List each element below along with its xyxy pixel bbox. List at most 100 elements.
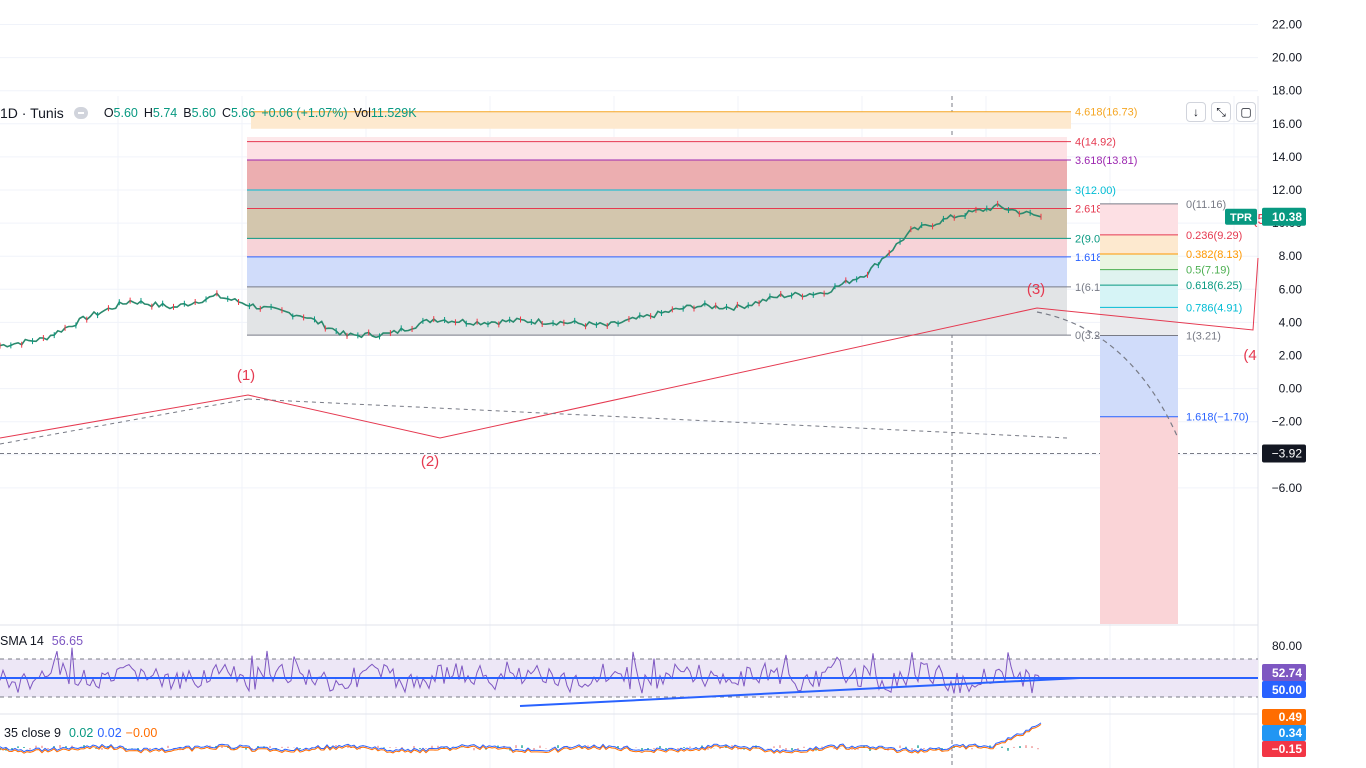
price-tick: 18.00 [1272,84,1302,98]
fib-ret-label: 0.786(4.91) [1186,302,1242,314]
rsi-legend-value: 56.65 [51,634,84,648]
macd-pane [0,722,1042,754]
high-value: H5.74 [143,106,178,120]
rsi-pane [0,647,1258,707]
fib-ret-zone [1100,269,1178,286]
fib-ret-label: 0.382(8.13) [1186,249,1242,261]
price-tick: 14.00 [1272,150,1302,164]
fib-ret-zone [1100,335,1178,417]
wave-line [0,257,1259,439]
last-price-tag [1262,207,1306,226]
fib-ext-label: 3(12.00) [1075,185,1116,197]
price-tick: 12.00 [1272,183,1302,197]
dashed-projection [1036,311,1179,439]
last-price-tag-text: 10.38 [1272,210,1302,224]
macd-signal-line [0,723,1042,754]
fib-ret-zone-bottom [1100,416,1178,624]
macd-tag [1262,741,1306,757]
price-series [0,200,1042,349]
price-tick: −6.00 [1272,481,1303,495]
macd-legend: 35 close 9 0.02 0.02 −0.00 [4,726,157,740]
fib-ext-zone [247,190,1067,209]
collapse-icon[interactable]: ⤡ [1211,102,1231,122]
fib-ext-zone [247,256,1067,287]
rsi-value-tag-text: 52.74 [1272,666,1302,680]
price-tick: 4.00 [1279,315,1303,329]
macd-value-3: −0.00 [125,726,158,740]
macd-tag-text: 0.34 [1279,726,1303,740]
ohlc-values: O5.60 H5.74 B5.60 C5.66 +0.06 (+1.07%) V… [104,106,417,120]
price-tick: 16.00 [1272,117,1302,131]
fib-ret-zone [1100,234,1178,255]
dashed-trend [0,398,249,445]
fib-ext-label: 4(14.92) [1075,137,1116,149]
arrow-down-icon[interactable]: ↓ [1186,102,1206,122]
macd-line [0,722,1042,753]
fullscreen-icon[interactable]: ▢ [1236,102,1256,122]
crosshair-price-tag [1262,444,1306,463]
fib-ext-label: 3.618(13.81) [1075,155,1137,167]
price-axis[interactable]: 22.0020.0018.0016.0014.0012.0010.008.006… [1225,18,1306,758]
macd-tag-text: −0.15 [1272,742,1303,756]
wave-label: (4 [1243,347,1256,364]
fib-ret-label: 0.236(9.29) [1186,230,1242,242]
fib-ext-zone-top [251,111,1071,129]
volume-value: Vol11.529K [353,106,417,120]
rsi-trendline [519,677,1081,707]
fib-ret-zone [1100,203,1178,235]
fib-ext-zone [247,160,1067,190]
fib-ret-label: 0(11.16) [1186,199,1226,211]
fib-ext-zone [247,141,1067,161]
fib-ret-label: 0.5(7.19) [1186,265,1230,277]
fib-ext-zone [247,137,1067,142]
wave-label: (3) [1027,281,1045,298]
fib-ret-zone [1100,254,1178,270]
price-tick: 22.00 [1272,18,1302,32]
fib-extension-zones: 4.618(16.73) 4(14.92) 3.618(13.81) 3(12.00)… [247,107,1137,342]
fib-ext-zone [247,286,1067,336]
low-value: B5.60 [183,106,216,120]
macd-tag-text: 0.49 [1279,710,1303,724]
rsi-level-tag [1262,681,1306,698]
rsi-line [0,647,1042,694]
fib-ext-zone [247,208,1067,239]
rsi-legend-name: SMA 14 [0,634,44,648]
fib-ret-label: 1.618(−1.70) [1186,412,1249,424]
symbol-legend: 1D · Tunis O5.60 H5.74 B5.60 C5.66 +0.06… [0,103,417,123]
fib-retracement-zones: 0(11.16) 0.236(9.29) 0.382(8.13) 0.5(7.19) 0… [1100,199,1249,624]
tpr-tag-text: TPR [1230,212,1252,224]
open-value: O5.60 [103,106,138,120]
price-tick: 8.00 [1279,249,1303,263]
trend-drawings [0,257,1259,445]
price-tick: 6.00 [1279,282,1303,296]
rsi-level-tag-text: 50.00 [1272,683,1302,697]
price-tick: 0.00 [1279,382,1303,396]
wave-label: (1) [237,367,255,384]
price-tick: 20.00 [1272,51,1302,65]
wave-label: (2) [421,453,439,470]
symbol-title[interactable]: 1D · Tunis [0,105,64,121]
rsi-tick: 80.00 [1272,639,1302,653]
fib-ret-label: 1(3.21) [1186,330,1221,342]
fib-ext-label: 4.618(16.73) [1075,107,1137,119]
chart-grid [0,24,1259,768]
eye-icon[interactable] [73,107,88,119]
rsi-legend: SMA 14 56.65 [0,634,83,648]
price-tick: 2.00 [1279,349,1303,363]
macd-tag [1262,725,1306,741]
crosshair-price-tag-text: −3.92 [1272,446,1303,460]
macd-legend-name: 35 close 9 [4,726,61,740]
fib-ret-zone [1100,285,1178,308]
tpr-tag [1225,208,1257,225]
macd-value-1: 0.02 [68,726,94,740]
fib-ret-label: 0.618(6.25) [1186,280,1242,292]
fib-ext-zone [247,238,1067,257]
macd-tag [1262,709,1306,725]
macd-value-2: 0.02 [97,726,122,740]
close-value: C5.66 [221,106,256,120]
change-value: +0.06 (+1.07%) [261,106,348,120]
price-tick: −2.00 [1272,415,1303,429]
rsi-value-tag [1262,664,1306,681]
dashed-trend [247,398,1068,439]
